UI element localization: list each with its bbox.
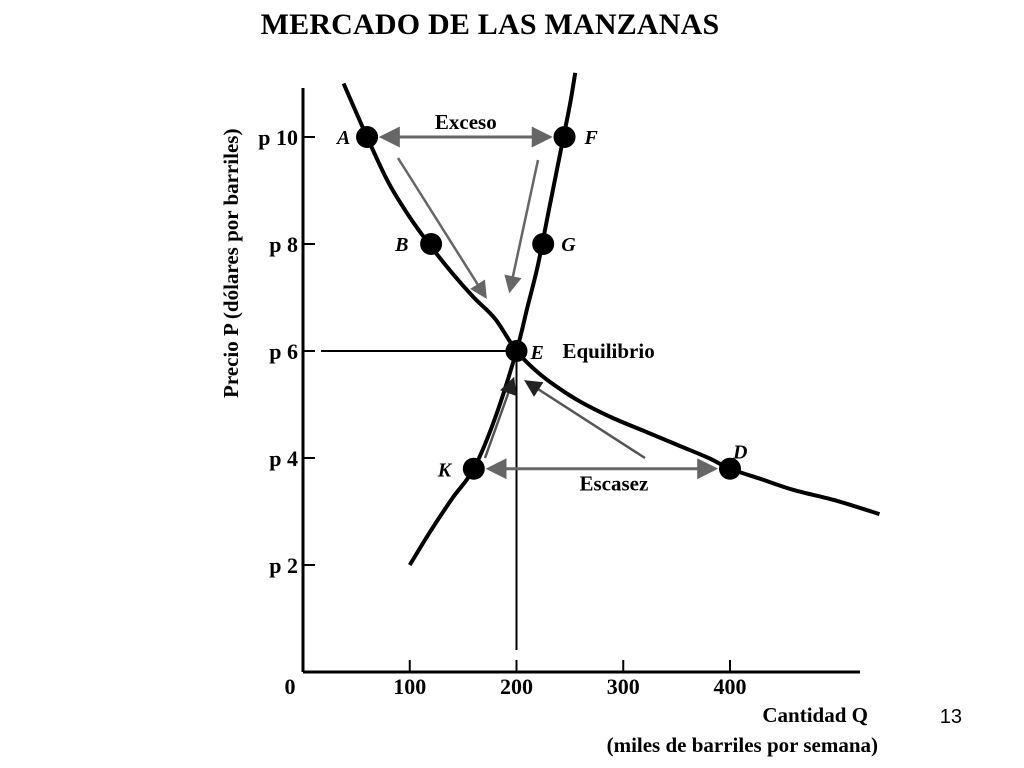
supply-curve: [408, 72, 578, 567]
point-a: [356, 126, 379, 148]
adjustment-arrow-f-to-e: [504, 159, 540, 294]
point-label-k: K: [437, 460, 453, 482]
demand-curve: [341, 82, 881, 517]
point-label-e: E: [530, 342, 544, 364]
axis-ticks: 0 100 200 300 400 p 2 p 4 p 6 p 8 p 10: [258, 125, 746, 699]
adjustment-arrow-k-to-e: [483, 376, 517, 459]
y-tick-label: p 10: [258, 125, 298, 150]
annotation-label-exceso: Exceso: [435, 110, 497, 134]
point-k: [462, 457, 485, 480]
adjustment-arrow-a-to-e: [396, 157, 487, 299]
y-axis-title: Precio P (dólares por barriles): [219, 129, 243, 398]
point-f: [553, 126, 576, 148]
x-tick-label: 200: [500, 674, 533, 699]
points-group: A F B G E K D: [335, 126, 747, 482]
y-tick-label: p 4: [269, 446, 298, 471]
point-b: [420, 233, 443, 255]
annotations: Exceso Escasez: [378, 110, 719, 496]
x-tick-label: 300: [607, 674, 640, 699]
y-tick-label: p 6: [269, 339, 298, 364]
page-number: 13: [939, 706, 962, 728]
chart-title: MERCADO DE LAS MANZANAS: [260, 8, 720, 41]
point-label-d: D: [732, 442, 747, 464]
point-label-a: A: [335, 127, 350, 149]
point-d: [719, 457, 741, 480]
point-label-b: B: [394, 234, 408, 256]
point-e: [505, 340, 528, 362]
x-axis-title: Cantidad Q: [762, 703, 868, 727]
equilibrium-label: Equilibrio: [563, 339, 655, 363]
y-tick-label: p 2: [269, 553, 298, 578]
annotation-label-escasez: Escasez: [579, 472, 648, 496]
adjustment-arrow-d-to-e: [524, 380, 646, 460]
point-label-g: G: [561, 234, 576, 256]
x-tick-label: 0: [285, 674, 296, 699]
x-axis-subtitle: (miles de barriles por semana): [607, 733, 878, 757]
point-g: [532, 233, 555, 255]
x-tick-label: 400: [714, 674, 747, 699]
x-tick-label: 100: [393, 674, 426, 699]
y-tick-label: p 8: [269, 232, 298, 257]
point-label-f: F: [584, 127, 599, 149]
